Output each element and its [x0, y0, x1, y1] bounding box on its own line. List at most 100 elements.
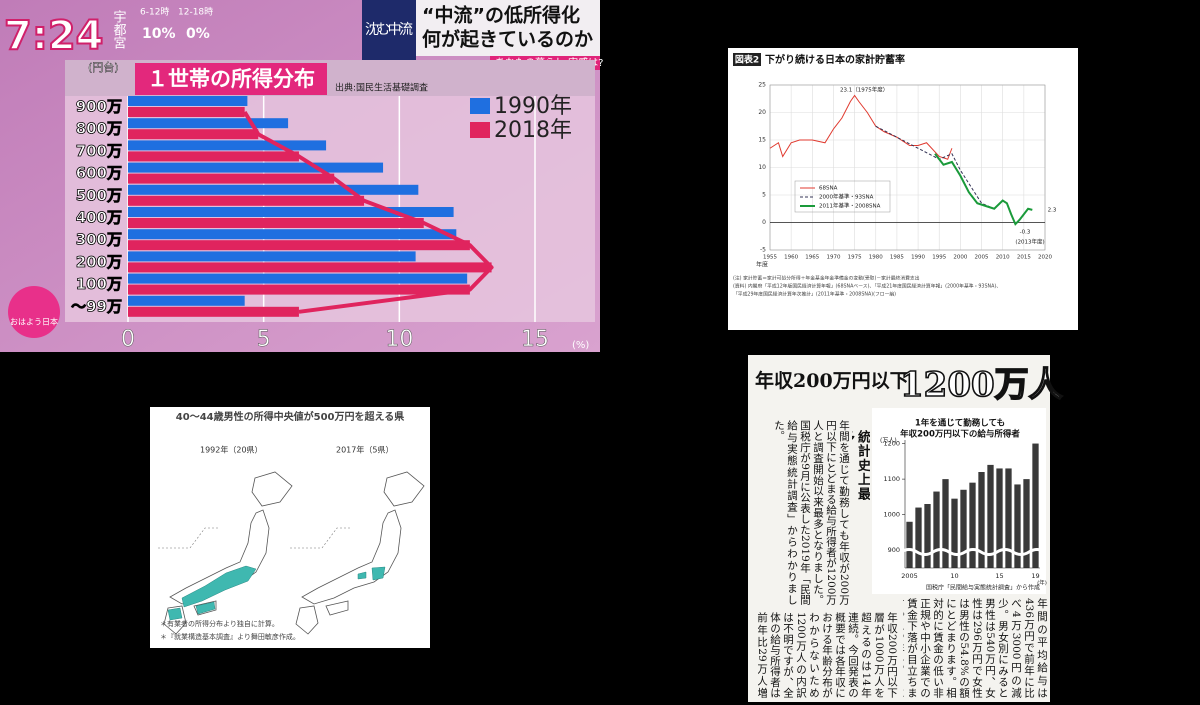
bar: [951, 498, 958, 568]
japan-map: [158, 471, 293, 635]
bar: [128, 118, 289, 129]
bar: [906, 521, 913, 568]
unit-label: (万人): [880, 438, 897, 445]
y-tick-label: 15: [758, 137, 766, 144]
bar: [128, 273, 468, 284]
annotation: (2013年度): [1015, 238, 1044, 246]
y-tick-label: 200万: [76, 253, 122, 271]
x-tick-label: 1960: [784, 255, 798, 261]
bar: [128, 129, 259, 140]
axis-break: [900, 548, 1046, 556]
y-tick-label: 700万: [76, 142, 122, 160]
bar: [128, 207, 454, 217]
x-tick-label: 1955: [763, 255, 777, 261]
bar: [969, 482, 976, 568]
article-paragraph: 年間の平均給与は436万円で前年に比べ4万3000円の減少。男女別にみると男性は…: [903, 598, 1048, 698]
bar: [915, 507, 922, 568]
figure-label: 図表2: [735, 54, 759, 66]
forecast-period: 6-12時: [140, 7, 169, 18]
map-note: ＊『就業構造基本調査』より舞田敏彦作成。: [160, 632, 300, 641]
y-tick-label: 1200: [883, 440, 900, 448]
y-tick-label: 400万: [76, 209, 122, 227]
legend-label: 2018年: [494, 118, 572, 143]
y-tick-label: 800万: [76, 120, 122, 138]
highlighted-prefectures: [357, 566, 386, 581]
y-tick-label: 100万: [76, 275, 122, 293]
x-tick-label: 2020: [1038, 255, 1052, 261]
article-paragraph: 年収200万円以下層が1000万人を超えるのは14年連続。今回発表の概要では各年…: [758, 612, 898, 698]
bar: [1023, 479, 1030, 568]
x-tick-label: 5: [257, 327, 271, 352]
legend-label: 68SNA: [819, 186, 838, 192]
chart-source: 国税庁「民間給与実態統計調査」から作成: [926, 584, 1040, 592]
x-tick-label: 15: [521, 327, 549, 352]
y-tick-label: 600万: [76, 164, 122, 182]
x-tick-label: 15: [995, 572, 1003, 580]
article-subhead: 統計史上最多: [852, 430, 870, 500]
connector-line: [242, 110, 494, 314]
chart-title: 年収200万円以下の給与所得者: [900, 429, 1020, 440]
map-label: 2017年（5県）: [336, 445, 393, 455]
x-tick-label: 19: [1031, 572, 1039, 580]
chart-title: 下がり続ける日本の家計貯蓄率: [765, 53, 905, 66]
bar: [128, 107, 245, 117]
legend-label: 1990年: [494, 94, 572, 119]
x-tick-label: 10: [950, 572, 958, 580]
bar: [1032, 443, 1039, 568]
plot-frame: [769, 84, 1046, 251]
logo-text: おはよう日本: [10, 317, 58, 327]
chart-title: 1年を通じて勤務しても: [915, 418, 1005, 429]
note: (資料) 内閣府「平成12年版国民経済計算年報」(68SNAベース)、「平成21…: [733, 283, 1001, 290]
y-tick-label: -5: [760, 247, 766, 254]
x-tick-label: 10: [385, 327, 413, 352]
y-tick-label: 900: [888, 546, 900, 554]
annotation: 2.3: [1048, 208, 1057, 214]
bar: [1005, 468, 1012, 568]
news-headline: 年収200万円以下: [755, 369, 909, 392]
note: 「平成29年度国民経済計算年次推計」(2011年基準・2008SNA)(フロー編…: [733, 291, 896, 298]
x-axis-label: 年度: [756, 261, 768, 269]
bar: [128, 284, 470, 295]
bar: [1014, 484, 1021, 568]
inset-frame: [290, 527, 352, 549]
bar: [128, 151, 299, 162]
bar: [128, 96, 248, 106]
x-tick-label: 1970: [826, 255, 840, 261]
x-tick-label: 1990: [911, 255, 925, 261]
y-tick-label: 0: [762, 219, 766, 226]
series-line: [875, 125, 995, 210]
bar: [128, 162, 384, 173]
annotation: 23.1（1975年度）: [840, 86, 888, 94]
station: 宇都宮: [111, 10, 127, 49]
x-tick-label: 2015: [1017, 255, 1031, 261]
map-title: 40〜44歳男性の所得中央値が500万円を超える県: [176, 410, 404, 423]
legend-swatch: [470, 98, 490, 114]
y-tick-label: 5: [762, 192, 766, 199]
forecast-value: 10%: [142, 26, 176, 42]
x-axis-label: (年): [1037, 579, 1047, 587]
x-tick-label: 2000: [953, 255, 967, 261]
japan-map: [290, 471, 425, 635]
y-tick-label: 1000: [883, 511, 900, 519]
bar: [128, 262, 492, 273]
legend-frame: [794, 180, 891, 213]
bar: [128, 251, 416, 262]
bar: [128, 295, 245, 306]
tag-box: [362, 0, 416, 62]
line-panel: [728, 48, 1078, 330]
tag: 沈む中流: [365, 22, 413, 38]
legend-label: 2000年基準・93SNA: [819, 193, 874, 201]
bar: [128, 218, 424, 228]
bar: [996, 468, 1003, 568]
x-tick-label: 0: [121, 327, 135, 352]
legend-label: 2011年基準・2008SNA: [819, 202, 881, 210]
x-tick-label: 1980: [869, 255, 883, 261]
logo: [8, 286, 60, 338]
y-tick-label: 20: [758, 109, 766, 116]
chart-title: １世帯の所得分布: [147, 67, 315, 91]
bar: [933, 491, 940, 568]
bar: [128, 195, 365, 206]
annotation: -0.3: [1020, 230, 1031, 236]
bar: [924, 504, 931, 568]
